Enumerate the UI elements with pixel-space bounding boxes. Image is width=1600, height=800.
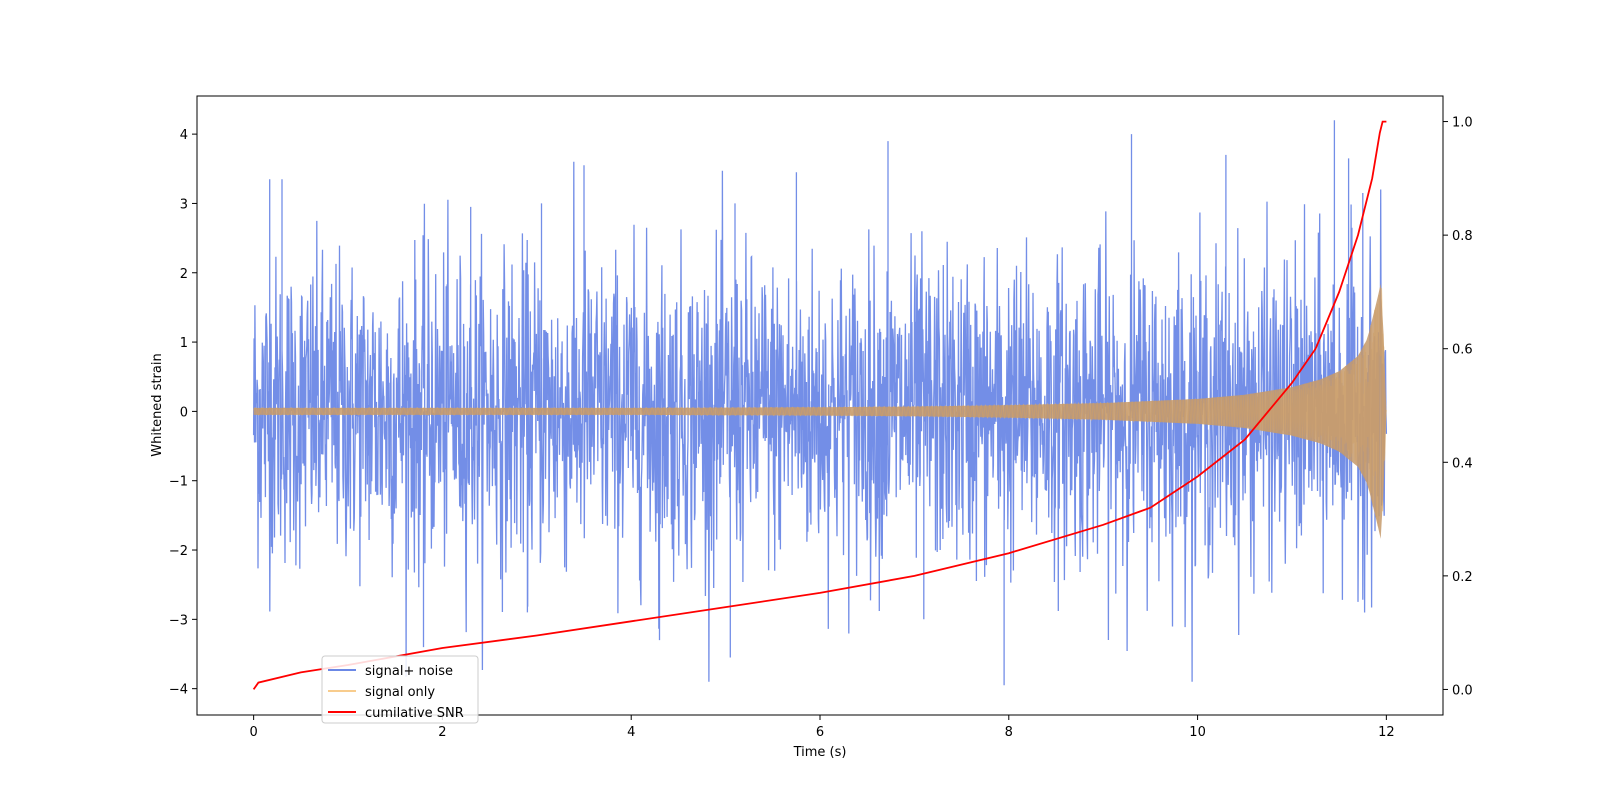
y-tick-label: 0: [180, 405, 188, 420]
legend-label: signal only: [365, 685, 435, 700]
y-tick-label: −3: [169, 613, 188, 628]
x-tick-label: 0: [249, 725, 257, 740]
series-signal-only-envelope: [253, 283, 1387, 539]
x-tick-label: 4: [627, 725, 635, 740]
y-tick-label: −2: [169, 544, 188, 559]
y-tick-label: 2: [180, 267, 188, 282]
y2-tick-label: 0.6: [1452, 343, 1473, 358]
x-tick-label: 10: [1189, 725, 1206, 740]
series-signal-noise-line: [252, 120, 1388, 686]
x-tick-label: 8: [1005, 725, 1013, 740]
legend-label: cumilative SNR: [365, 706, 464, 721]
plot-data-layer: [252, 120, 1388, 690]
x-tick-label: 6: [816, 725, 824, 740]
legend-box: [321, 655, 479, 724]
y2-tick-label: 0.8: [1452, 229, 1473, 244]
legend-label: signal+ noise: [365, 664, 453, 679]
x-tick-label: 2: [438, 725, 446, 740]
series-cumulative-snr-line: [252, 120, 1387, 690]
y-tick-label: 1: [180, 336, 188, 351]
x-tick-label: 12: [1378, 725, 1395, 740]
y2-tick-label: 1.0: [1452, 116, 1473, 131]
y-axis-label: Whitened strain: [150, 353, 165, 456]
y2-tick-label: 0.2: [1452, 570, 1473, 585]
y-tick-label: −4: [169, 683, 188, 698]
y2-tick-label: 0.4: [1452, 456, 1473, 471]
y-tick-label: −1: [169, 475, 188, 490]
x-axis-label: Time (s): [793, 745, 847, 760]
y2-tick-label: 0.0: [1452, 683, 1473, 698]
legend: signal+ noise signal only cumilative SNR: [321, 655, 479, 724]
y-tick-label: 3: [180, 197, 188, 212]
y-tick-label: 4: [180, 128, 188, 143]
